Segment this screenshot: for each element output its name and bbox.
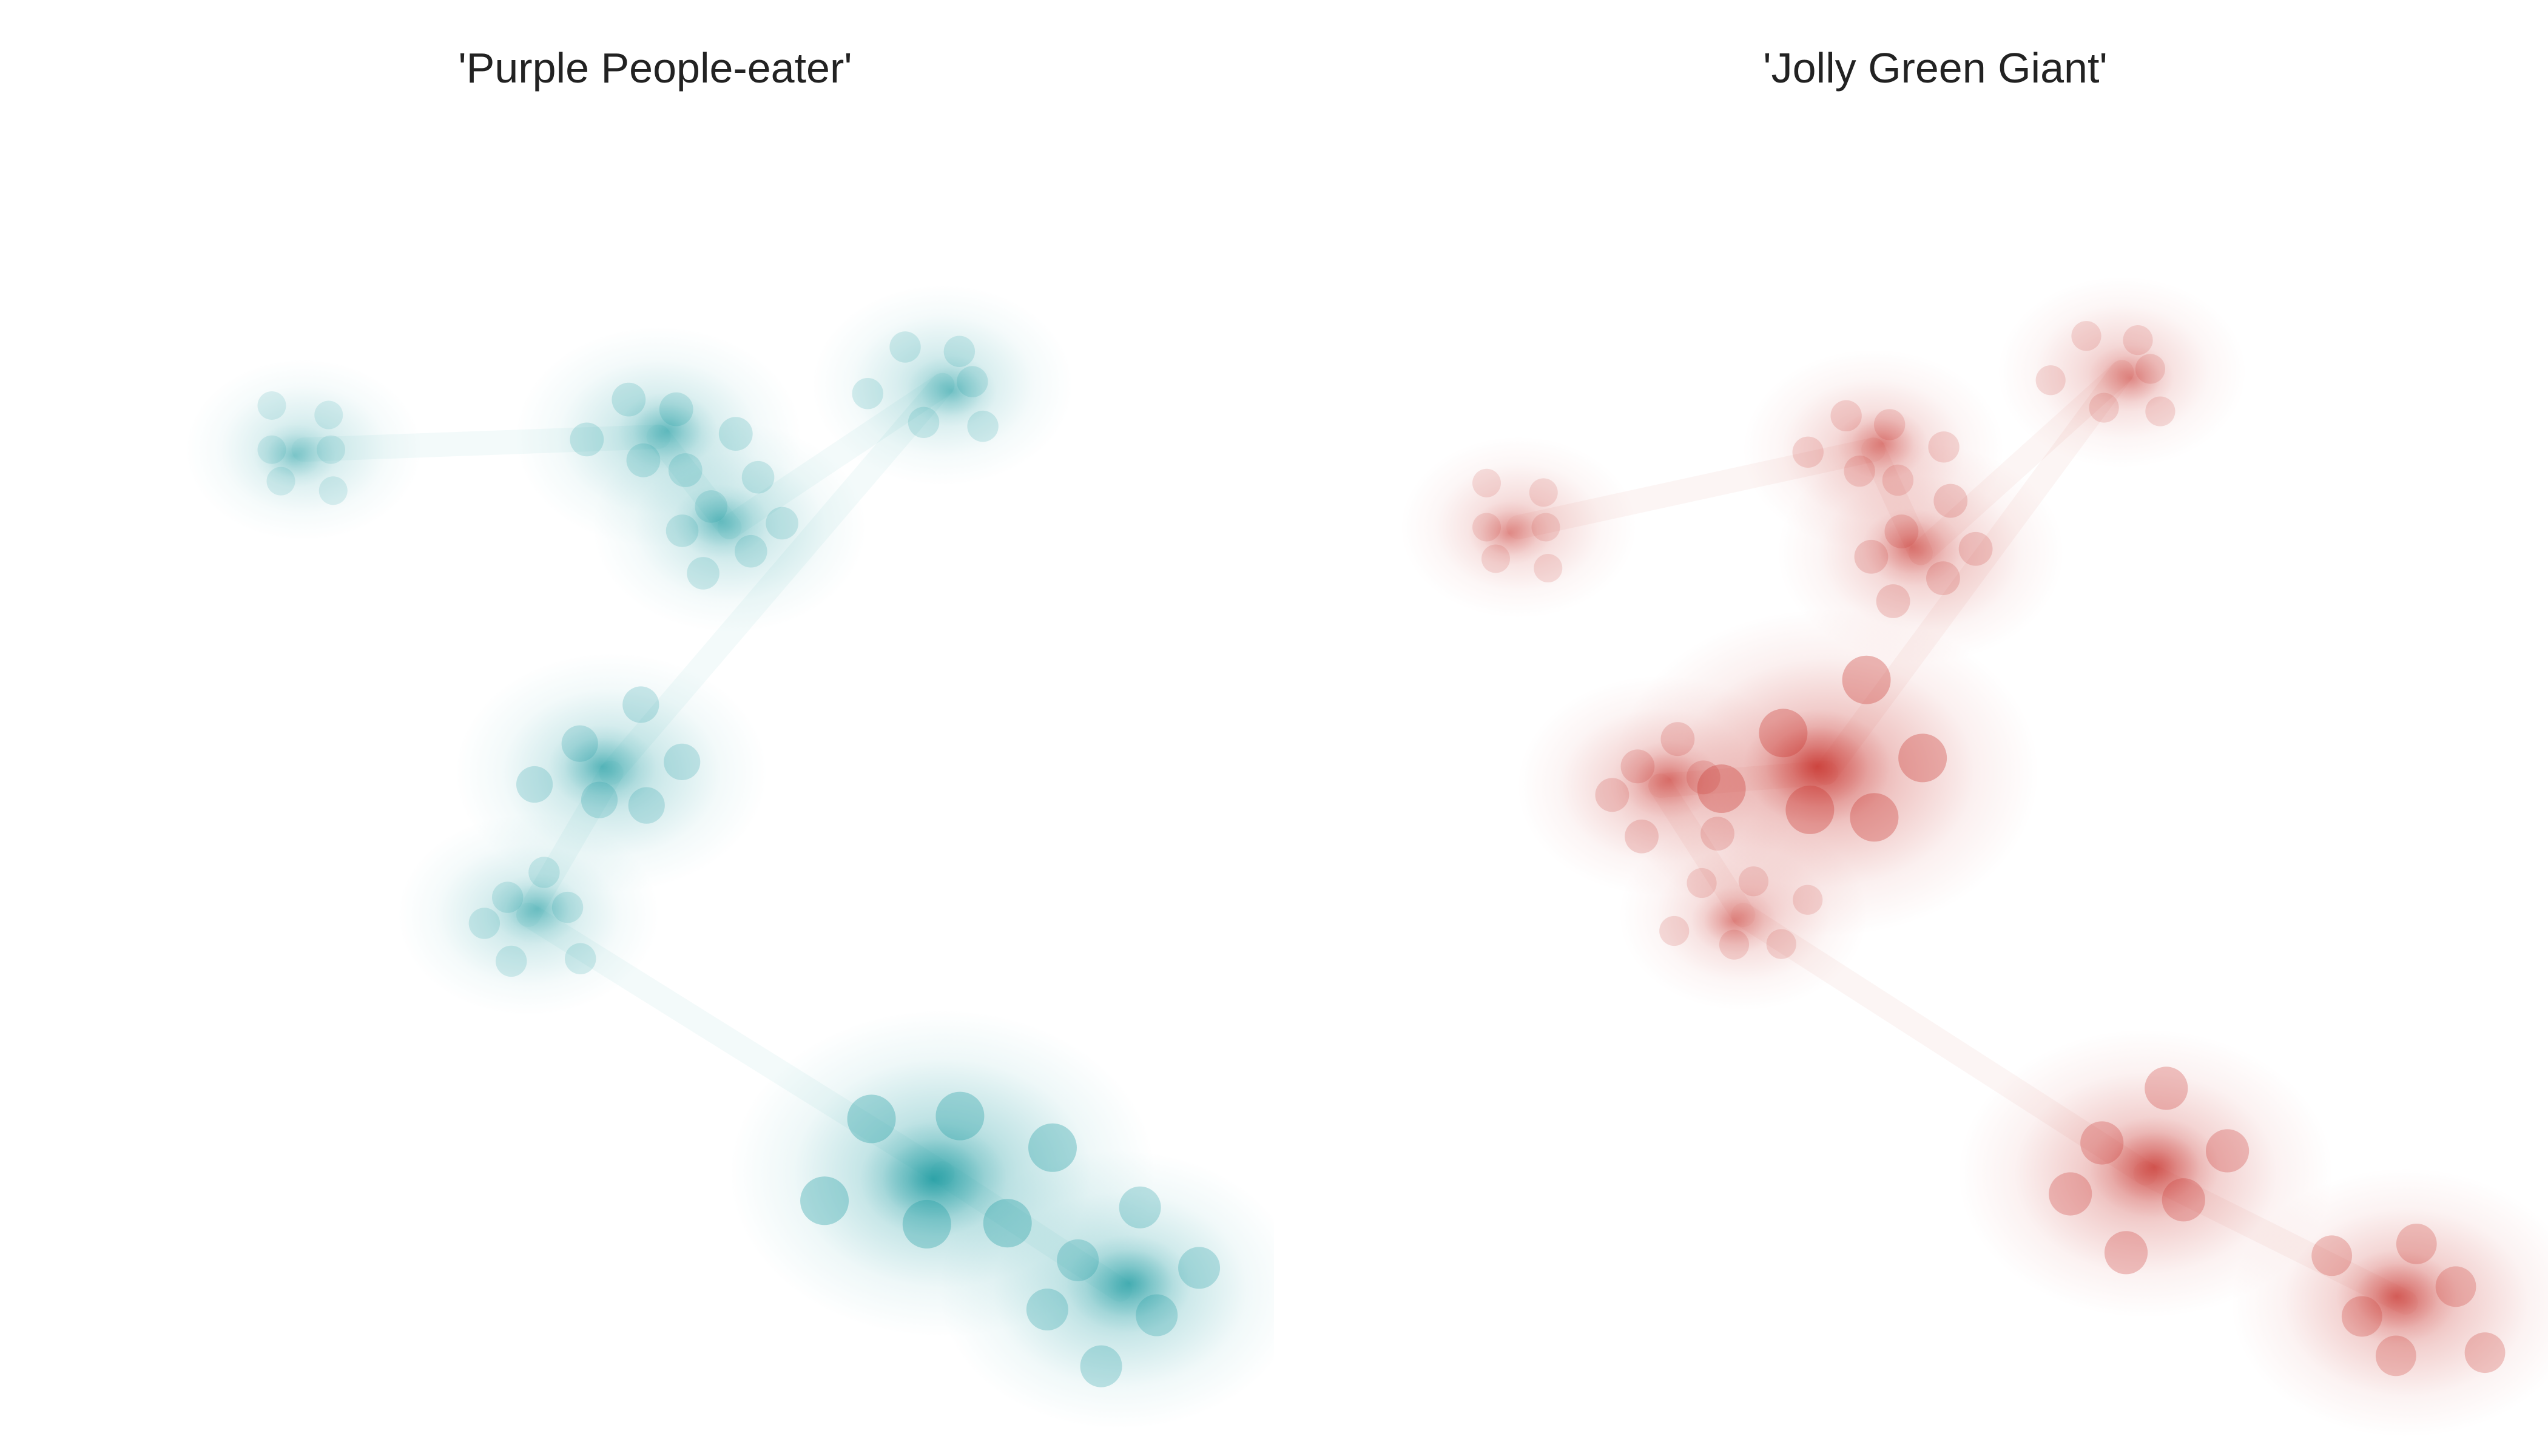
density-map-left — [185, 284, 1274, 1429]
panel-title-left: 'Purple People-eater' — [458, 44, 852, 92]
hotspot-northeast-cluster — [811, 284, 1074, 486]
hotspot-northeast-cluster — [1997, 276, 2246, 468]
hotspot-northwest-cluster — [185, 359, 422, 541]
heatmap-panel-left: 'Purple People-eater' — [185, 44, 1274, 1429]
heatmap-panel-right: 'Jolly Green Giant' — [1274, 0, 2548, 1456]
hotspot-southeast-cluster — [1958, 1029, 2333, 1318]
hotspot-south-central-cluster — [1619, 819, 1868, 1011]
hotspot-far-southeast-cluster — [2230, 1168, 2548, 1437]
hotspot-northwest-cluster — [1400, 436, 1637, 618]
hotspot-north-central-cluster — [592, 422, 867, 633]
panel-title-right: 'Jolly Green Giant' — [1763, 44, 2108, 92]
hotspot-south-central-cluster — [397, 814, 659, 1016]
hotspot-north-central-cluster — [1777, 442, 2064, 664]
density-map-right — [1400, 276, 2548, 1437]
hotspot-far-southeast-cluster — [939, 1150, 1274, 1429]
